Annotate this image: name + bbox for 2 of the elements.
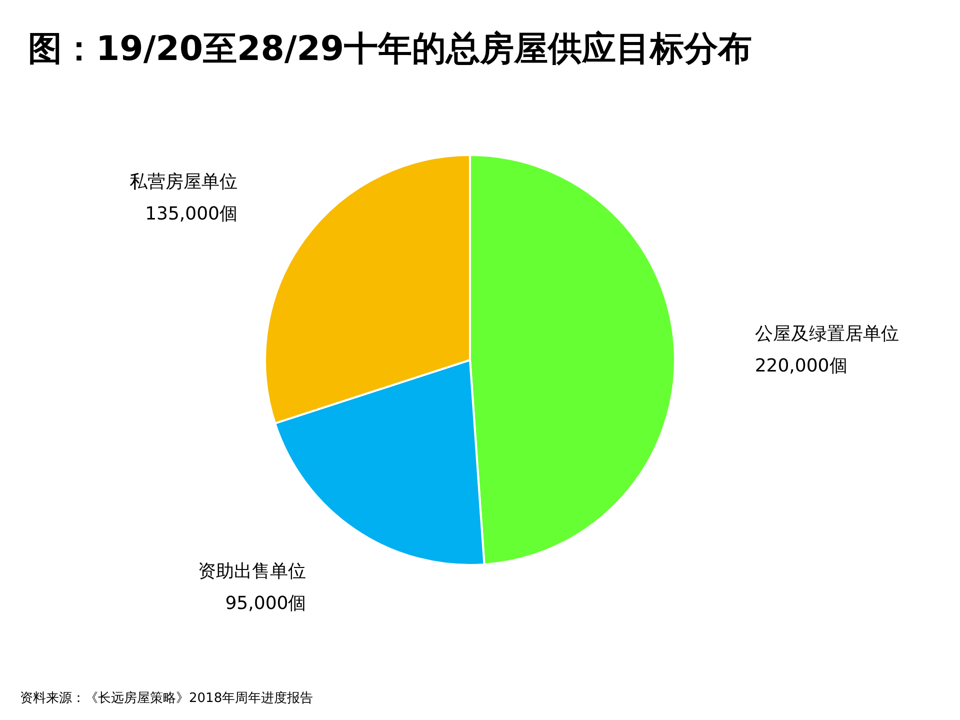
annotation: 资料来源：《长远房屋策略》2018年周年进度报告 xyxy=(20,691,314,706)
title: 图：19/20至28/29十年的总房屋供应目标分布 xyxy=(28,29,752,69)
